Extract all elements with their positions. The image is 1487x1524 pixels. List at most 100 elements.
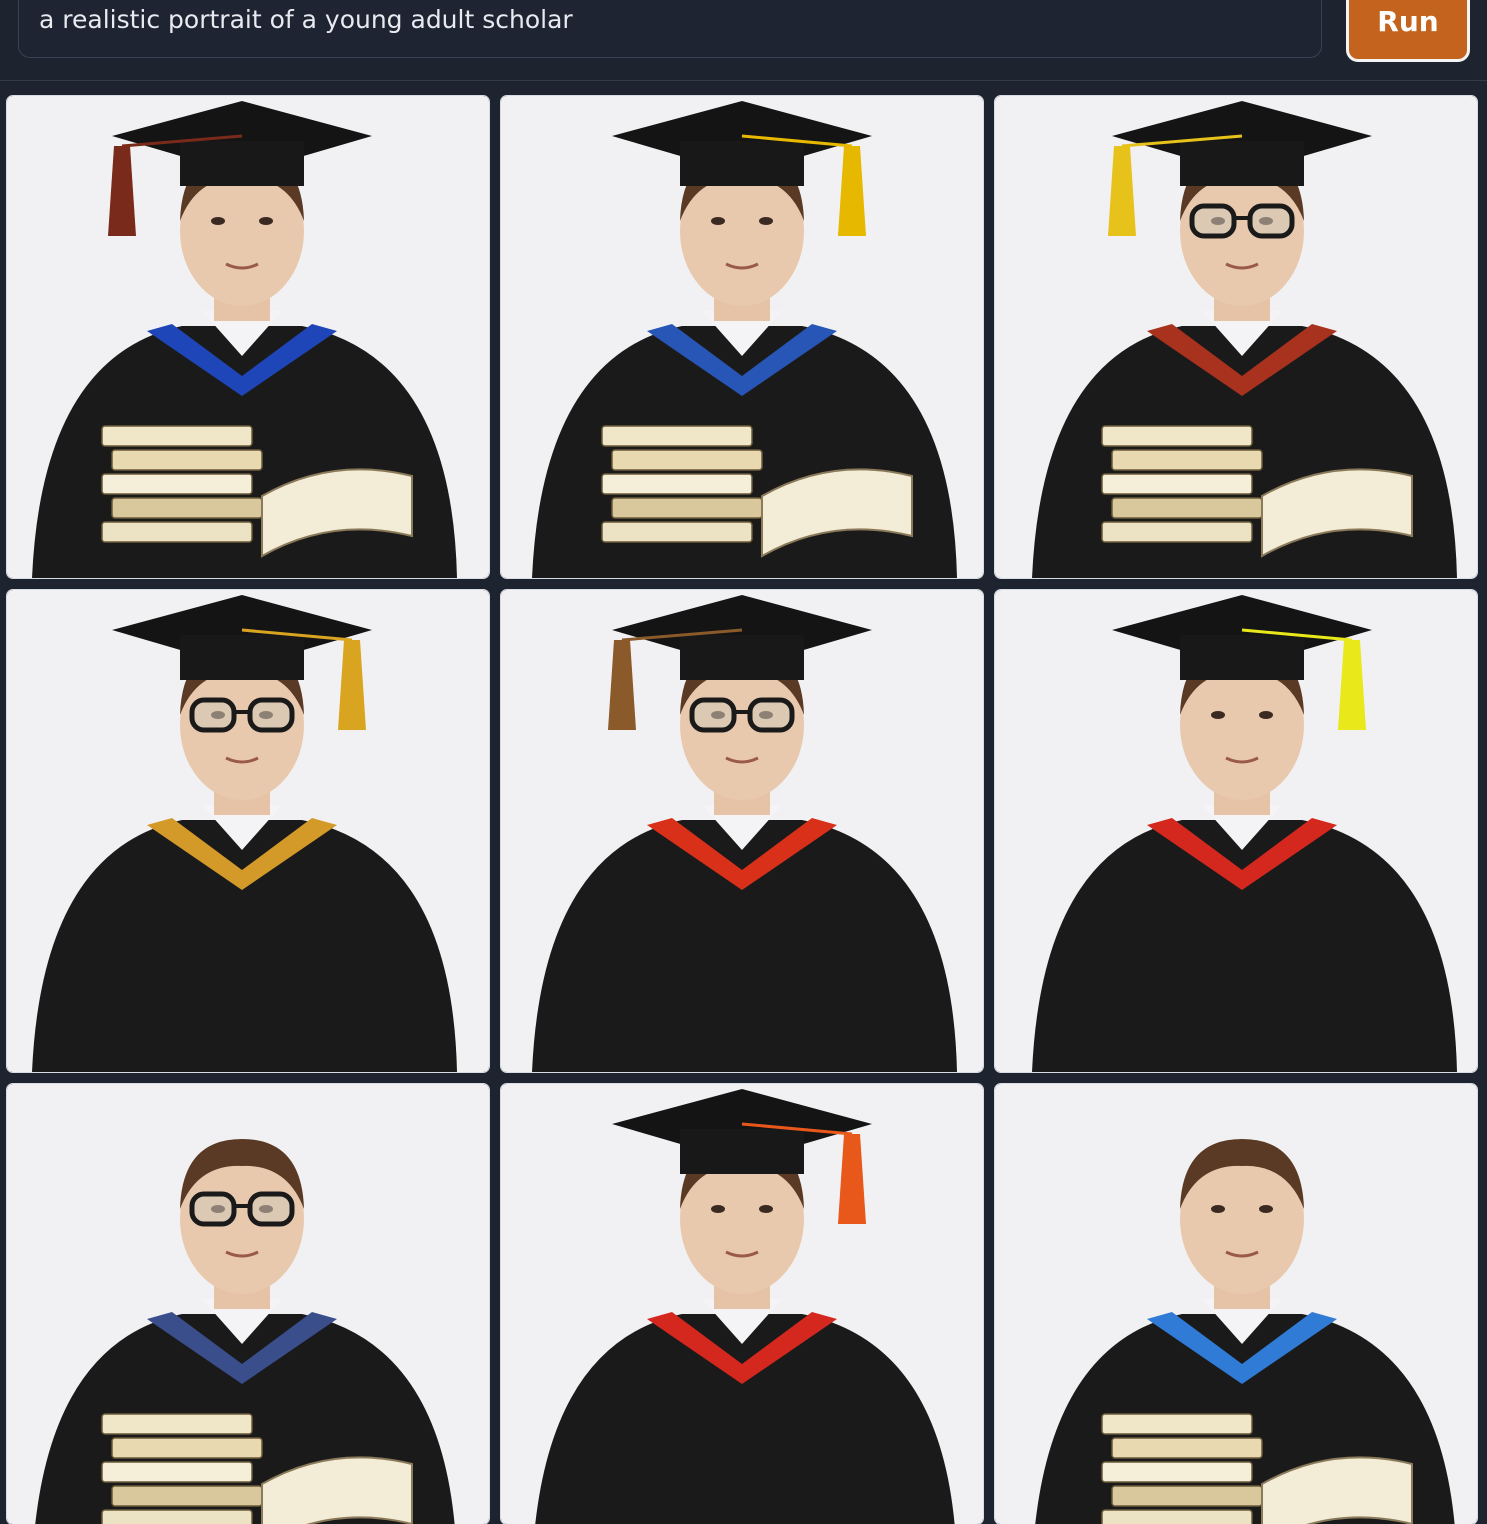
tassel-cord <box>1241 628 1353 642</box>
eye <box>711 1205 725 1213</box>
book <box>1111 1437 1263 1459</box>
book <box>1111 1485 1263 1507</box>
cap-band <box>680 1129 804 1174</box>
scholar-image-3[interactable] <box>994 95 1478 579</box>
scholar-image-8[interactable] <box>500 1083 984 1524</box>
mouth <box>1225 262 1259 270</box>
collar <box>702 805 782 850</box>
collar <box>1202 1299 1282 1344</box>
book <box>1101 1461 1253 1483</box>
eye <box>211 217 225 225</box>
tassel <box>838 1134 866 1224</box>
tassel-cord <box>1121 134 1243 148</box>
run-button[interactable]: Run <box>1346 0 1470 62</box>
mouth <box>225 756 259 764</box>
glasses-lens <box>189 697 237 733</box>
scholar-image-6[interactable] <box>994 589 1478 1073</box>
hood-trim <box>647 818 837 890</box>
book <box>101 1509 253 1524</box>
gown <box>1032 820 1457 1072</box>
cap-band <box>1180 635 1304 680</box>
cap-band <box>680 635 804 680</box>
book <box>1101 1413 1253 1435</box>
hair <box>180 1139 304 1209</box>
scholar-image-7[interactable] <box>6 1083 490 1524</box>
tassel-cord <box>241 628 353 642</box>
book <box>111 1437 263 1459</box>
scholar-portrait <box>1035 1139 1455 1524</box>
book <box>1101 1509 1253 1524</box>
eye <box>711 217 725 225</box>
open-book <box>261 468 413 558</box>
book <box>1101 425 1253 447</box>
cap-band <box>680 141 804 186</box>
book <box>601 425 753 447</box>
mouth <box>725 1250 759 1258</box>
collar <box>202 311 282 356</box>
gown <box>535 1314 955 1524</box>
scholar-image-2[interactable] <box>500 95 984 579</box>
eye <box>759 1205 773 1213</box>
face <box>180 1144 304 1294</box>
book <box>611 497 763 519</box>
scholar-portrait <box>532 101 957 578</box>
book <box>101 425 253 447</box>
book <box>1111 449 1263 471</box>
glasses-lens <box>1247 203 1295 239</box>
prompt-bar: a realistic portrait of a young adult sc… <box>0 0 1487 81</box>
collar <box>1202 805 1282 850</box>
tassel <box>608 640 636 730</box>
hood-trim <box>1147 818 1337 890</box>
mouth <box>1225 1250 1259 1258</box>
hood-trim <box>1147 1312 1337 1384</box>
face <box>180 650 304 800</box>
book <box>111 497 263 519</box>
hood-trim <box>647 324 837 396</box>
eye <box>1259 711 1273 719</box>
scholar-image-9[interactable] <box>994 1083 1478 1524</box>
face <box>680 156 804 306</box>
scholar-portrait <box>1032 595 1457 1072</box>
hood-trim <box>147 818 337 890</box>
book <box>601 473 753 495</box>
book <box>1101 521 1253 543</box>
book <box>601 521 753 543</box>
glasses-lens <box>747 697 795 733</box>
collar <box>1202 311 1282 356</box>
prompt-input[interactable]: a realistic portrait of a young adult sc… <box>18 0 1322 58</box>
scholar-image-1[interactable] <box>6 95 490 579</box>
book <box>101 1413 253 1435</box>
scholar-image-5[interactable] <box>500 589 984 1073</box>
hood-trim <box>647 1312 837 1384</box>
book <box>101 473 253 495</box>
face <box>680 650 804 800</box>
tassel <box>838 146 866 236</box>
collar <box>702 311 782 356</box>
mouth <box>725 756 759 764</box>
face <box>1180 650 1304 800</box>
eye <box>759 217 773 225</box>
mouth <box>725 262 759 270</box>
eye <box>259 217 273 225</box>
book <box>101 1461 253 1483</box>
scholar-portrait <box>535 1089 955 1524</box>
scholar-portrait <box>532 595 957 1072</box>
glasses-lens <box>189 1191 237 1227</box>
book <box>111 449 263 471</box>
glasses-lens <box>689 697 737 733</box>
image-gallery <box>6 95 1478 1524</box>
mouth <box>225 262 259 270</box>
glasses-lens <box>1189 203 1237 239</box>
eye <box>1211 711 1225 719</box>
glasses-lens <box>247 697 295 733</box>
scholar-portrait <box>32 101 457 578</box>
face <box>680 1144 804 1294</box>
book <box>101 521 253 543</box>
mouth <box>1225 756 1259 764</box>
face <box>1180 1144 1304 1294</box>
collar <box>202 805 282 850</box>
tassel <box>1108 146 1136 236</box>
tassel-cord <box>741 1122 853 1136</box>
scholar-image-4[interactable] <box>6 589 490 1073</box>
face <box>180 156 304 306</box>
